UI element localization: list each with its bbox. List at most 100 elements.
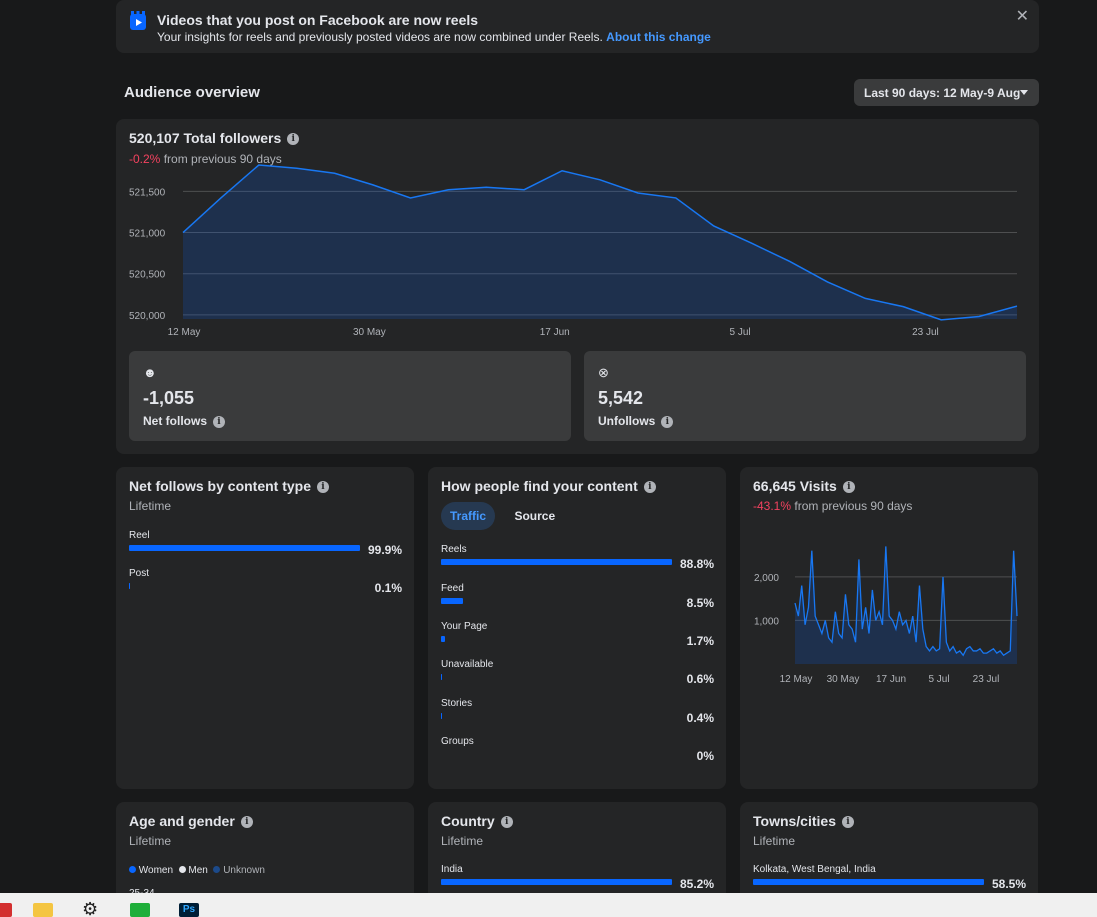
- bar-label: Feed: [441, 583, 464, 594]
- bar-label: Unavailable: [441, 659, 494, 670]
- info-icon[interactable]: i: [500, 816, 513, 829]
- towns-title-wrap: Towns/cities i: [753, 813, 854, 829]
- visits-delta-value: -43.1%: [753, 499, 792, 513]
- bar-fill: [441, 598, 463, 604]
- bar-row: Your Page 1.7%: [441, 621, 714, 648]
- visits-area: [795, 546, 1017, 664]
- reels-banner: Videos that you post on Facebook are now…: [116, 0, 1039, 53]
- y-tick-label: 2,000: [754, 573, 779, 584]
- legend-women: Women: [138, 865, 174, 876]
- legend-unknown: Unknown: [223, 865, 265, 876]
- app-icon[interactable]: [0, 903, 12, 917]
- bar-fill: [441, 559, 672, 565]
- bar-row: Reel 99.9%: [129, 530, 402, 557]
- unknown-dot: [213, 866, 221, 873]
- bar-row: Unavailable 0.6%: [441, 659, 714, 686]
- visits-title-wrap: 66,645 Visits i: [753, 478, 855, 494]
- bar-label: Groups: [441, 736, 474, 747]
- x-tick-label: 17 Jun: [876, 674, 906, 685]
- unfollow-icon: ⊗: [598, 365, 609, 380]
- bar-row: Feed 8.5%: [441, 583, 714, 610]
- bar-label: Kolkata, West Bengal, India: [753, 864, 876, 875]
- bar-label: Reels: [441, 544, 467, 555]
- caret-down-icon: [1020, 90, 1028, 95]
- info-icon[interactable]: i: [287, 133, 300, 146]
- net-follows-value: -1,055: [143, 388, 195, 408]
- country-title-wrap: Country i: [441, 813, 513, 829]
- banner-title: Videos that you post on Facebook are now…: [157, 12, 479, 28]
- total-followers: 520,107 Total followers i: [129, 130, 300, 146]
- net-follows-stat: ☻ -1,055 Net follows i: [129, 351, 571, 441]
- y-tick-label: 521,500: [129, 187, 166, 198]
- x-tick-label: 12 May: [780, 674, 813, 685]
- bar-pct: 0.6%: [686, 672, 714, 686]
- info-icon[interactable]: i: [661, 415, 674, 428]
- info-icon[interactable]: i: [842, 481, 855, 494]
- age-gender-title-wrap: Age and gender i: [129, 813, 253, 829]
- x-tick-label: 30 May: [827, 674, 860, 685]
- info-icon[interactable]: i: [643, 481, 656, 494]
- content-type-subtitle: Lifetime: [129, 499, 172, 513]
- x-tick-label: 12 May: [168, 327, 201, 338]
- x-tick-label: 5 Jul: [730, 327, 751, 338]
- gear-icon[interactable]: ⚙: [82, 899, 99, 917]
- bar-pct: 8.5%: [686, 596, 714, 610]
- visits-chart: 1,000 2,000 12 May 30 May 17 Jun 5 Jul 23 Jul: [754, 546, 1018, 685]
- y-tick-label: 520,000: [129, 311, 166, 322]
- bar-label: Stories: [441, 698, 473, 709]
- x-tick-label: 5 Jul: [928, 674, 949, 685]
- close-icon[interactable]: ✕: [1015, 8, 1029, 25]
- info-icon[interactable]: i: [213, 415, 226, 428]
- x-tick-label: 23 Jul: [912, 327, 939, 338]
- find-content-title: How people find your content: [441, 478, 638, 494]
- photoshop-icon[interactable]: Ps: [179, 903, 199, 917]
- towns-title: Towns/cities: [753, 813, 836, 829]
- content-type-card: Net follows by content type i Lifetime Re…: [116, 467, 414, 789]
- bar-fill: [441, 879, 672, 885]
- unfollows-label-wrap: Unfollows i: [598, 414, 674, 428]
- unfollows-label: Unfollows: [598, 414, 656, 428]
- bar-pct: 0%: [696, 749, 714, 763]
- bar-fill: [129, 583, 130, 589]
- info-icon[interactable]: i: [317, 481, 330, 494]
- visits-line: [794, 546, 1018, 657]
- about-change-link[interactable]: About this change: [606, 30, 711, 44]
- country-title: Country: [441, 813, 495, 829]
- bar-pct: 99.9%: [367, 543, 402, 557]
- net-follows-label: Net follows: [143, 414, 208, 428]
- folder-icon[interactable]: [33, 903, 53, 917]
- bar-pct: 88.8%: [679, 557, 714, 571]
- age-gender-title: Age and gender: [129, 813, 235, 829]
- unfollows-value: 5,542: [598, 388, 644, 408]
- unfollows-stat: ⊗ 5,542 Unfollows i: [584, 351, 1026, 441]
- net-follows-label-wrap: Net follows i: [143, 414, 226, 428]
- bar-row: Post 0.1%: [129, 568, 402, 595]
- bar-fill: [441, 713, 442, 719]
- y-tick-label: 520,500: [129, 270, 166, 281]
- bar-fill: [753, 879, 984, 885]
- bar-fill: [129, 545, 360, 551]
- x-tick-label: 17 Jun: [540, 327, 570, 338]
- bar-label: Post: [129, 568, 150, 579]
- country-subtitle: Lifetime: [441, 834, 484, 848]
- date-range-dropdown[interactable]: Last 90 days: 12 May-9 Aug: [854, 79, 1039, 106]
- tab-source[interactable]: Source: [514, 509, 556, 523]
- info-icon[interactable]: i: [841, 816, 854, 829]
- y-tick-label: 1,000: [754, 616, 779, 627]
- towns-card: Towns/cities i Lifetime Kolkata, West Ben…: [740, 802, 1038, 902]
- people-icon: ☻: [143, 365, 157, 380]
- bar-pct: 0.4%: [686, 711, 714, 725]
- bar-row: Kolkata, West Bengal, India 58.5%: [753, 864, 1026, 891]
- tab-traffic[interactable]: Traffic: [441, 502, 496, 530]
- women-dot: [129, 866, 136, 873]
- total-followers-label: 520,107 Total followers: [129, 130, 282, 146]
- info-icon[interactable]: i: [240, 816, 253, 829]
- visits-delta-suffix: from previous 90 days: [794, 499, 913, 513]
- followers-delta-suffix: from previous 90 days: [163, 152, 282, 166]
- bar-pct: 85.2%: [679, 877, 714, 891]
- age-gender-subtitle: Lifetime: [129, 834, 172, 848]
- find-content-title-wrap: How people find your content i: [441, 478, 656, 494]
- notes-app-icon[interactable]: [130, 903, 150, 917]
- followers-card: 520,107 Total followers i -0.2% from prev…: [116, 119, 1039, 454]
- visits-delta: -43.1% from previous 90 days: [753, 499, 912, 513]
